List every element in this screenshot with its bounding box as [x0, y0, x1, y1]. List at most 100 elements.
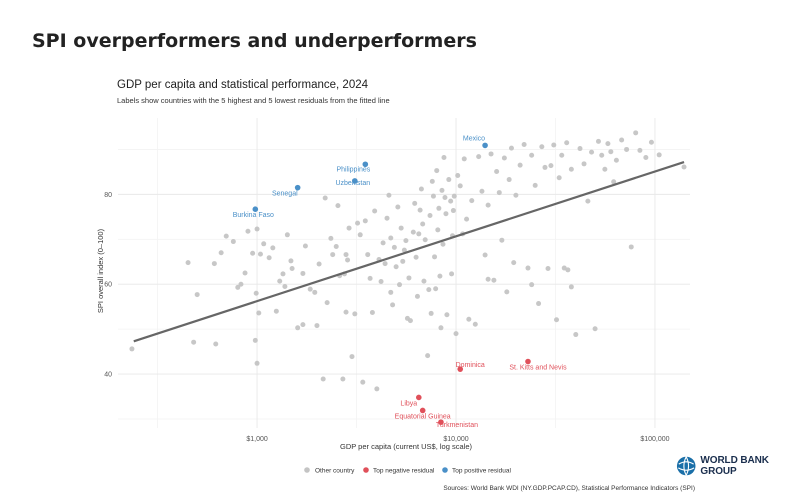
data-point-other — [461, 156, 467, 162]
data-point-other — [430, 193, 436, 199]
data-point-other — [406, 275, 412, 281]
data-point-other — [238, 281, 244, 287]
data-point-other — [457, 183, 463, 189]
data-point-other — [349, 354, 355, 360]
data-point-other — [403, 238, 409, 244]
data-point-other — [434, 168, 440, 174]
data-point-other — [438, 325, 444, 331]
brand-name: WORLD BANK GROUP — [700, 455, 769, 477]
data-point-other — [556, 175, 562, 181]
data-point-other — [577, 146, 583, 152]
data-point-other — [446, 177, 452, 183]
data-point-other — [521, 142, 527, 148]
data-point-other — [256, 310, 262, 316]
data-label-positive: Senegal — [272, 191, 298, 198]
data-point-other — [352, 311, 358, 317]
data-point-other — [464, 216, 470, 222]
page-title: SPI overperformers and underperformers — [32, 30, 477, 52]
data-point-other — [608, 149, 614, 155]
chart-title: GDP per capita and statistical performan… — [117, 79, 369, 91]
data-point-other — [511, 260, 517, 266]
data-point-other — [320, 376, 326, 382]
data-label-positive: Philippines — [336, 166, 370, 173]
data-point-other — [367, 275, 373, 281]
data-point-positive — [294, 184, 301, 191]
data-point-other — [397, 282, 403, 288]
data-point-other — [628, 244, 634, 250]
x-tick-label: $10,000 — [443, 436, 468, 443]
data-point-other — [633, 130, 639, 136]
data-point-other — [266, 255, 272, 261]
data-point-other — [418, 186, 424, 192]
data-point-other — [412, 200, 418, 206]
fit-line — [133, 160, 685, 343]
data-point-other — [382, 261, 388, 267]
data-point-other — [613, 157, 619, 163]
data-point-other — [517, 162, 523, 168]
data-point-other — [289, 266, 295, 272]
data-point-other — [602, 166, 608, 172]
data-point-other — [386, 192, 392, 198]
data-point-negative — [438, 419, 444, 425]
data-point-other — [564, 140, 570, 146]
data-point-other — [455, 173, 461, 179]
data-point-other — [380, 240, 386, 246]
data-point-other — [548, 163, 554, 169]
data-point-other — [413, 254, 419, 260]
data-point-other — [551, 142, 557, 148]
data-point-other — [499, 237, 505, 243]
data-point-other — [656, 152, 662, 158]
data-point-other — [485, 202, 491, 208]
data-point-other — [443, 211, 449, 217]
data-point-other — [585, 198, 591, 204]
data-point-other — [280, 271, 286, 277]
data-point-negative — [415, 394, 422, 401]
data-point-other — [211, 261, 217, 267]
data-point-other — [307, 286, 313, 292]
x-tick-label: $100,000 — [640, 436, 669, 443]
data-point-other — [365, 252, 371, 258]
data-point-other — [257, 251, 263, 257]
data-point-other — [442, 195, 448, 201]
data-point-other — [425, 353, 431, 359]
data-point-other — [191, 339, 197, 345]
data-point-other — [391, 244, 397, 250]
data-point-other — [485, 276, 491, 282]
data-point-other — [554, 317, 560, 323]
data-point-other — [328, 235, 334, 241]
data-point-other — [441, 155, 447, 161]
data-label-negative: St. Kitts and Nevis — [509, 365, 567, 372]
chart-subtitle: Labels show countries with the 5 highest… — [117, 96, 390, 105]
data-point-other — [592, 326, 598, 332]
y-tick-label: 60 — [104, 282, 112, 289]
data-point-other — [448, 198, 454, 204]
data-label-negative: Libya — [400, 400, 417, 407]
data-point-other — [360, 379, 366, 385]
data-point-other — [335, 203, 341, 209]
data-label-positive: Mexico — [463, 135, 485, 142]
data-point-other — [504, 289, 510, 295]
data-point-other — [605, 141, 611, 147]
data-point-other — [529, 152, 535, 158]
legend-marker-positive — [442, 467, 448, 473]
data-point-other — [532, 182, 538, 188]
data-point-other — [314, 323, 320, 329]
data-point-other — [466, 316, 472, 322]
data-point-other — [254, 360, 260, 366]
data-point-other — [501, 155, 507, 161]
data-point-other — [417, 207, 423, 213]
data-point-other — [316, 261, 322, 267]
data-point-other — [254, 226, 260, 232]
data-point-other — [568, 284, 574, 290]
data-point-other — [250, 250, 256, 256]
data-point-other — [388, 289, 394, 295]
legend: Other country Top negative residual Top … — [304, 467, 511, 475]
data-point-negative — [457, 366, 464, 372]
data-point-other — [599, 152, 605, 158]
data-point-other — [213, 341, 219, 347]
data-point-other — [440, 241, 446, 247]
data-label-positive: Burkina Faso — [233, 212, 274, 219]
data-point-positive — [482, 142, 488, 149]
data-point-other — [536, 301, 542, 307]
data-point-other — [346, 225, 352, 231]
